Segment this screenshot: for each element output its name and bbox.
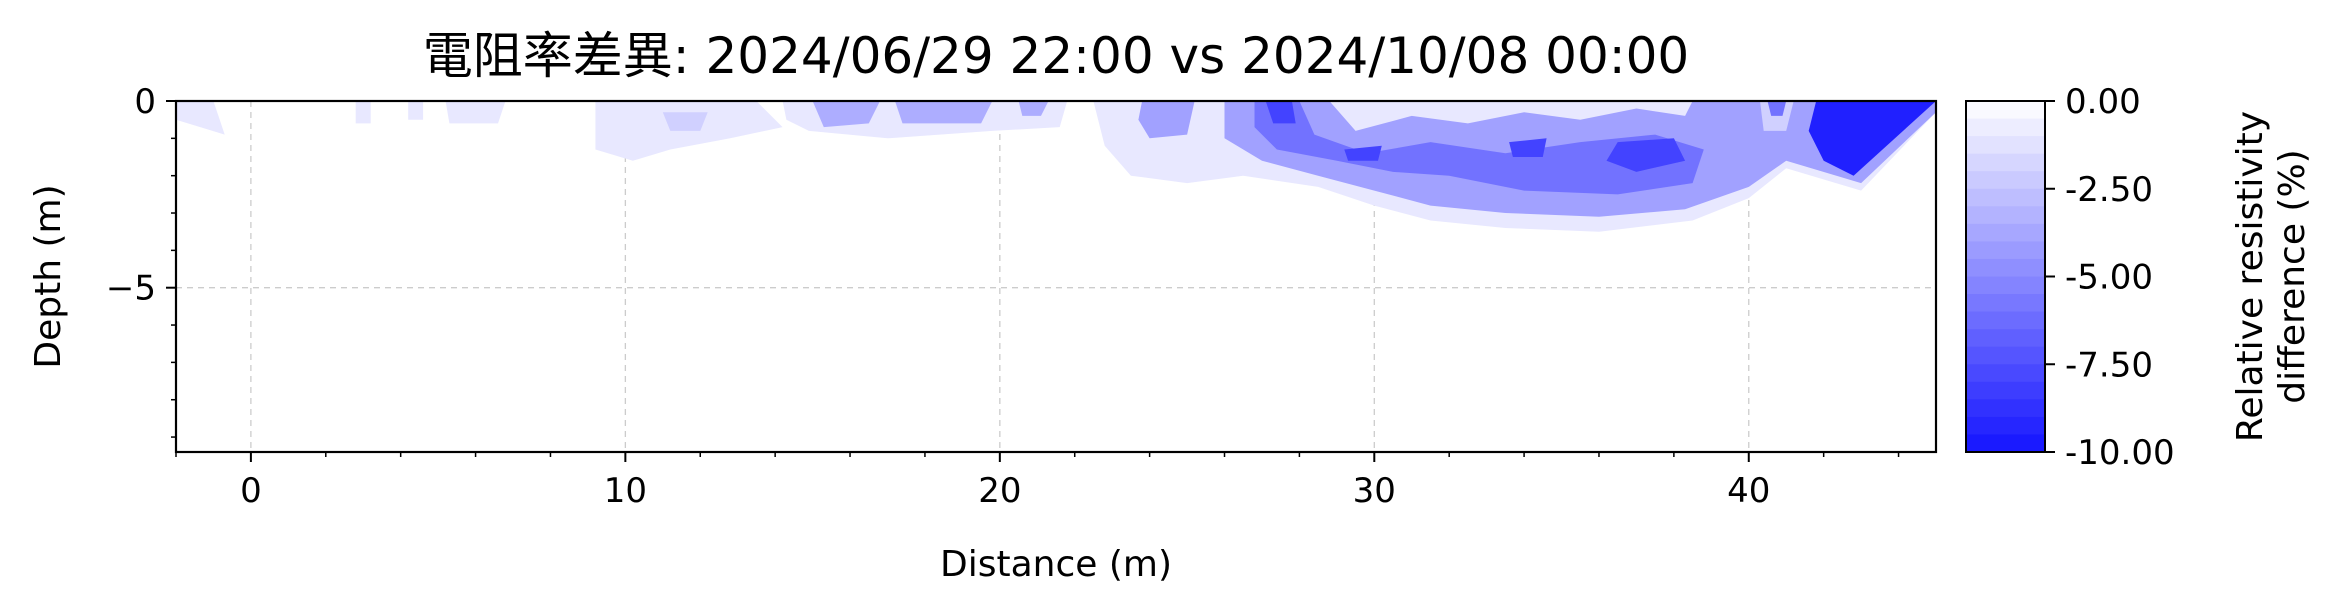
- colorbar: 0.00 -2.50 -5.00 -7.50 -10.00 Relative resist…: [1965, 82, 2313, 473]
- colorbar-band: [1966, 118, 2045, 137]
- colorbar-band: [1966, 171, 2045, 190]
- colorbar-band: [1966, 241, 2045, 260]
- colorbar-band: [1966, 416, 2045, 436]
- x-axis-label: Distance (m): [940, 544, 1172, 585]
- y-axis-label: Depth (m): [28, 184, 69, 368]
- colorbar-band: [1966, 434, 2045, 453]
- contour-region-11: [1138, 101, 1195, 139]
- y-tick-label: −5: [106, 269, 156, 309]
- colorbar-band: [1966, 101, 2045, 120]
- colorbar-band: [1966, 153, 2045, 172]
- colorbar-band: [1966, 329, 2045, 348]
- y-tick-label: 0: [134, 82, 156, 122]
- contour-region-14: [1265, 101, 1296, 124]
- colorbar-band: [1966, 381, 2045, 400]
- x-tick-label: 30: [1353, 471, 1396, 511]
- colorbar-tick-label: -2.50: [2065, 170, 2153, 210]
- contour-region-9: [1018, 101, 1049, 116]
- colorbar-tick-label: -5.00: [2065, 258, 2153, 298]
- colorbar-tick-label: -7.50: [2065, 345, 2153, 385]
- colorbar-band: [1966, 364, 2045, 383]
- colorbar-tick-label: -10.00: [2065, 433, 2175, 473]
- x-tick-label: 20: [978, 471, 1021, 511]
- contour-region-13: [1254, 101, 1704, 195]
- contour-region-5: [662, 112, 708, 131]
- contour-region-2: [408, 101, 424, 120]
- contour-region-0: [176, 101, 225, 135]
- contour-region-18: [1760, 101, 1794, 131]
- x-tick-label: 10: [604, 471, 647, 511]
- colorbar-band: [1966, 399, 2045, 418]
- colorbar-label-line: Relative resistivity: [2230, 111, 2271, 442]
- plot-frame: [174, 99, 1938, 454]
- colorbar-band: [1966, 276, 2045, 295]
- contour-region-3: [445, 101, 506, 124]
- colorbar-tick-label: 0.00: [2065, 82, 2141, 122]
- colorbar-band: [1966, 258, 2045, 278]
- colorbar-band: [1966, 223, 2045, 242]
- colorbar-band: [1966, 136, 2045, 155]
- contour-region-16: [1606, 138, 1686, 172]
- x-tick-label: 40: [1727, 471, 1770, 511]
- contour-region-17: [1344, 145, 1382, 161]
- plot-area: [174, 99, 1938, 454]
- chart-title: 電阻率差異: 2024/06/29 22:00 vs 2024/10/08 00…: [423, 27, 1690, 85]
- contour-region-8: [895, 101, 993, 124]
- colorbar-band: [1966, 294, 2045, 313]
- contour-regions: [176, 101, 1936, 232]
- colorbar-band: [1966, 311, 2045, 330]
- x-tick-label: 0: [240, 471, 262, 511]
- contour-region-7: [812, 101, 880, 128]
- contour-region-19: [1767, 101, 1787, 116]
- y-axis: 0 −5: [106, 82, 176, 438]
- contour-region-20: [1808, 101, 1936, 176]
- colorbar-label-line: difference (%): [2272, 149, 2313, 403]
- contour-region-15: [1509, 138, 1547, 157]
- colorbar-band: [1966, 188, 2045, 207]
- colorbar-band: [1966, 206, 2045, 225]
- colorbar-band: [1966, 346, 2045, 365]
- x-axis: 0 10 20 30 40: [175, 452, 1900, 511]
- contour-region-1: [355, 101, 371, 124]
